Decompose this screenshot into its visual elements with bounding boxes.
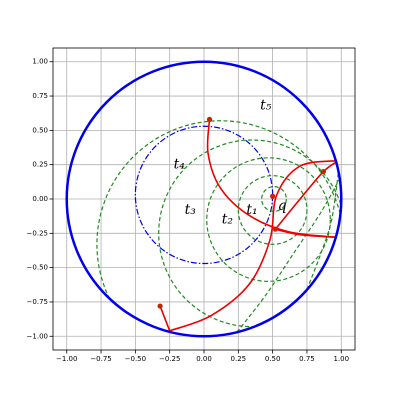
annotation: t₂ [222, 212, 234, 228]
point [320, 168, 327, 175]
circle [206, 157, 331, 282]
y-tick-label: 0.50 [32, 126, 48, 134]
annotation: t₃ [185, 202, 197, 218]
annotation: t₅ [260, 98, 272, 114]
annotation: t₄ [174, 157, 186, 173]
curve [159, 305, 171, 332]
boundary-circle [65, 60, 343, 338]
y-tick-label: −0.75 [27, 298, 48, 306]
x-tick-label: 0.75 [299, 355, 315, 363]
plot-frame [52, 47, 356, 351]
x-tick-label: 0.25 [231, 355, 247, 363]
x-tick-label: −1.00 [56, 355, 77, 363]
curve [274, 159, 339, 230]
y-tick-label: 0.00 [32, 195, 48, 203]
curve [275, 228, 339, 239]
point [270, 193, 276, 199]
y-tick-label: 0.75 [32, 92, 48, 100]
point [206, 116, 213, 122]
y-tick-label: −0.25 [27, 229, 48, 237]
circle [261, 186, 287, 212]
x-tick-label: −0.50 [125, 355, 146, 363]
annotation: t₁ [246, 202, 257, 218]
circle [237, 175, 308, 245]
x-tick-label: −0.75 [90, 355, 111, 363]
y-tick-label: 1.00 [32, 58, 48, 66]
annotation: q [278, 198, 287, 214]
circle [96, 120, 342, 337]
x-tick-label: 0.00 [196, 355, 212, 363]
point [157, 303, 163, 309]
point [272, 226, 278, 232]
y-tick-label: −1.00 [27, 332, 48, 340]
y-tick-label: 0.25 [32, 161, 48, 169]
curve [236, 178, 341, 333]
x-tick-label: 0.50 [265, 355, 281, 363]
x-tick-label: 1.00 [333, 355, 349, 363]
y-tick-label: −0.50 [27, 264, 48, 272]
x-tick-label: −0.25 [159, 355, 180, 363]
disk-content [96, 119, 342, 337]
curve [169, 159, 339, 332]
